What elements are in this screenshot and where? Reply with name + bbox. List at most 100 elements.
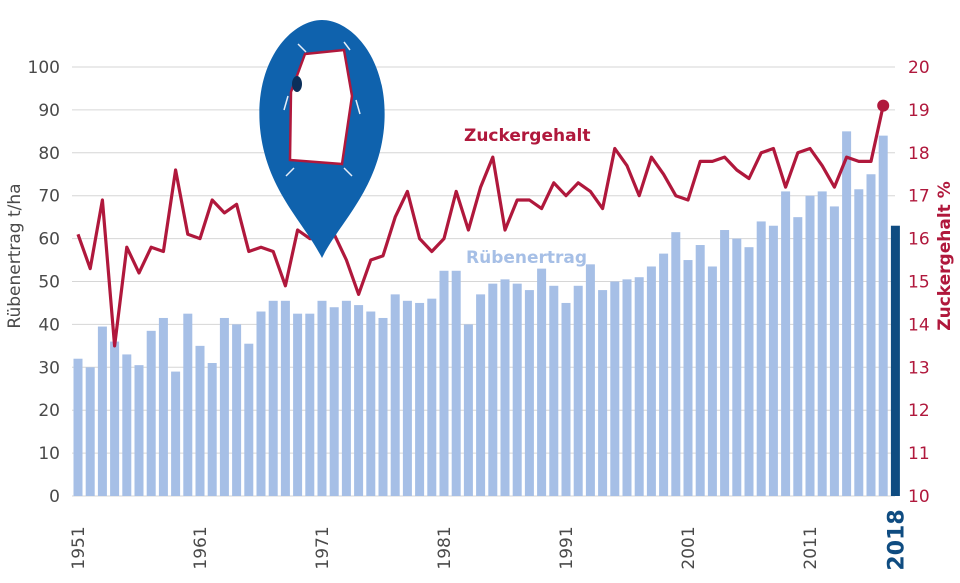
- right-tick-label: 16: [908, 230, 930, 250]
- bar-1994: [598, 290, 608, 496]
- left-tick-label: 80: [38, 144, 60, 164]
- bar-1993: [585, 264, 595, 496]
- right-axis-ticks: 10 11 12 13 14 15 16 17 18 19 20: [908, 58, 930, 507]
- bar-1969: [293, 313, 303, 496]
- bar-1981: [439, 270, 449, 496]
- bar-2002: [695, 245, 705, 496]
- left-tick-label: 40: [38, 315, 60, 335]
- x-tick-label: 1961: [191, 526, 211, 569]
- zuckergehalt-last-point: [877, 99, 890, 112]
- bar-1968: [280, 300, 290, 496]
- left-tick-label: 0: [49, 487, 60, 507]
- right-tick-label: 20: [908, 58, 930, 78]
- x-tick-label: 1981: [435, 526, 455, 569]
- series-label-ruebenertrag: Rübenertrag: [466, 248, 587, 268]
- bar-2016: [866, 174, 876, 496]
- bar-1965: [244, 343, 254, 496]
- bar-series-ruebenertrag: [73, 131, 900, 497]
- bar-1953: [97, 326, 107, 496]
- bar-1984: [476, 294, 486, 496]
- bar-1958: [158, 317, 168, 496]
- left-tick-label: 100: [28, 58, 60, 78]
- left-tick-label: 60: [38, 230, 60, 250]
- bar-2012: [817, 191, 827, 496]
- bar-1980: [427, 298, 437, 496]
- bar-1973: [341, 300, 351, 496]
- bar-1992: [573, 285, 583, 496]
- right-tick-label: 18: [908, 144, 930, 164]
- x-tick-label: 1971: [313, 526, 333, 569]
- bar-1977: [390, 294, 400, 496]
- bar-1979: [415, 302, 425, 496]
- right-tick-label: 10: [908, 487, 930, 507]
- bar-2010: [793, 217, 803, 496]
- bar-2013: [829, 206, 839, 497]
- left-tick-label: 90: [38, 101, 60, 121]
- left-tick-label: 30: [38, 358, 60, 378]
- bar-2009: [781, 191, 791, 496]
- right-tick-label: 14: [908, 315, 930, 335]
- bar-1976: [378, 317, 388, 496]
- bar-1991: [561, 302, 571, 496]
- bar-1987: [512, 283, 522, 496]
- right-tick-label: 15: [908, 273, 930, 293]
- bar-1996: [622, 279, 632, 496]
- bar-1971: [317, 300, 327, 496]
- bar-1954: [110, 341, 120, 496]
- bar-1956: [134, 365, 144, 496]
- bar-1967: [268, 300, 278, 496]
- bar-1978: [402, 300, 412, 496]
- bar-1974: [354, 305, 364, 496]
- left-axis-label: Rübenertrag t/ha: [5, 183, 25, 328]
- bar-2006: [744, 247, 754, 496]
- bar-1986: [500, 279, 510, 496]
- bar-1961: [195, 345, 205, 496]
- x-tick-label-last: 2018: [884, 509, 909, 570]
- bar-1998: [646, 266, 656, 496]
- bar-2018: [890, 225, 900, 497]
- bar-1966: [256, 311, 266, 496]
- right-tick-label: 13: [908, 358, 930, 378]
- bar-1964: [232, 324, 242, 496]
- bar-2007: [756, 221, 766, 496]
- bar-1972: [329, 307, 339, 496]
- bar-1995: [610, 281, 620, 496]
- right-tick-label: 17: [908, 187, 930, 207]
- bar-1988: [524, 290, 534, 496]
- right-tick-label: 12: [908, 401, 930, 421]
- bar-1990: [549, 285, 559, 496]
- bar-1997: [634, 277, 644, 496]
- bar-2015: [854, 189, 864, 496]
- bar-1959: [171, 371, 181, 496]
- right-axis-label: Zuckergehalt %: [935, 181, 955, 330]
- zuckergehalt-line: [76, 105, 885, 348]
- x-tick-label: 1991: [557, 526, 577, 569]
- bar-1982: [451, 270, 461, 496]
- x-axis-ticks: 1951 1961 1971 1981 1991 2001 2011 2018: [69, 509, 909, 570]
- bar-2008: [768, 225, 778, 497]
- left-axis-ticks: 0 10 20 30 40 50 60 70 80 90 100: [28, 58, 60, 507]
- right-tick-label: 19: [908, 101, 930, 121]
- line-series-zuckergehalt: [76, 99, 890, 348]
- bar-2004: [720, 230, 730, 496]
- bar-2017: [878, 135, 888, 496]
- bar-1960: [183, 313, 193, 496]
- x-tick-label: 2001: [679, 526, 699, 569]
- left-tick-label: 70: [38, 187, 60, 207]
- right-tick-label: 11: [908, 444, 930, 464]
- left-tick-label: 20: [38, 401, 60, 421]
- bar-1955: [122, 354, 132, 496]
- bar-1985: [488, 283, 498, 496]
- bar-1975: [366, 311, 376, 496]
- bar-2011: [805, 195, 815, 496]
- left-tick-label: 10: [38, 444, 60, 464]
- map-pin-icon: [259, 20, 385, 258]
- series-label-zuckergehalt: Zuckergehalt: [464, 126, 591, 146]
- bar-1957: [146, 330, 156, 496]
- x-tick-label: 1951: [69, 526, 89, 569]
- bar-1963: [219, 317, 229, 496]
- bar-2000: [671, 232, 681, 497]
- left-tick-label: 50: [38, 273, 60, 293]
- bar-2014: [842, 131, 852, 496]
- bar-1999: [659, 253, 669, 496]
